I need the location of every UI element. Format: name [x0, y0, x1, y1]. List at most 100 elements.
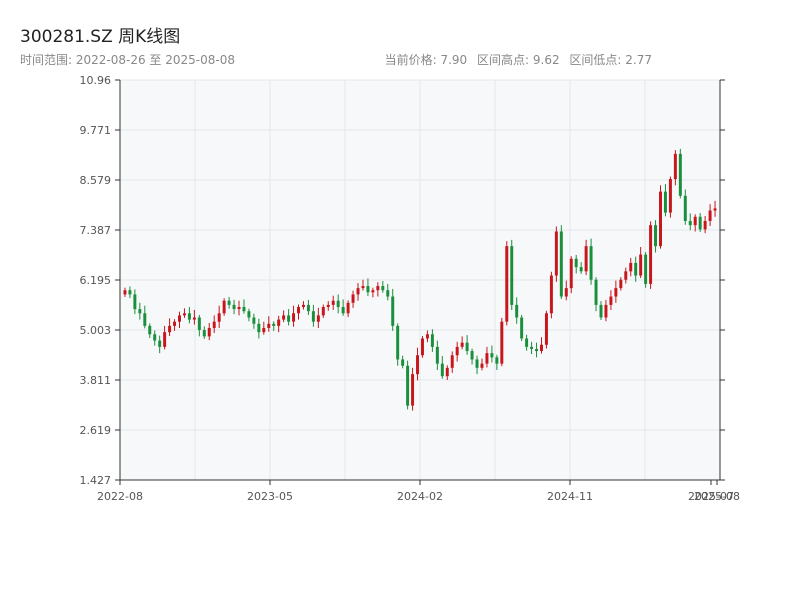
y-tick-label: 2.619 [80, 424, 112, 437]
candle-body-up [168, 325, 172, 333]
candle-body-up [693, 216, 697, 226]
candle-body-down [678, 153, 682, 196]
candle-body-up [282, 315, 286, 320]
candle-body-up [346, 302, 350, 314]
y-tick-label: 5.003 [80, 324, 112, 337]
x-tick-label: 2025-07 [688, 490, 734, 503]
candle-body-up [297, 307, 300, 314]
candle-body-up [505, 246, 509, 322]
y-tick-label: 3.811 [80, 374, 112, 387]
candle-body-down [153, 334, 157, 341]
candle-body-up [316, 315, 320, 322]
candle-body-down [440, 363, 444, 377]
candle-body-down [644, 254, 648, 284]
candle-body-up [182, 313, 186, 316]
candle-body-up [619, 279, 623, 289]
candle-body-down [158, 340, 162, 347]
candle-body-down [465, 342, 469, 352]
candle-body-up [708, 210, 712, 221]
candle-body-up [321, 307, 325, 316]
candle-body-down [589, 246, 593, 280]
range-high: 区间高点: 9.62 [477, 53, 560, 67]
candle-body-down [391, 296, 395, 326]
candle-body-up [455, 346, 459, 356]
candle-body-up [301, 304, 305, 308]
candle-body-down [559, 231, 563, 297]
candle-body-down [406, 365, 410, 406]
candle-body-up [292, 313, 296, 322]
candle-body-down [574, 258, 578, 268]
candle-body-up [649, 225, 653, 284]
range-low: 区间低点: 2.77 [569, 53, 652, 67]
candle-body-down [683, 195, 687, 221]
candle-body-up [500, 321, 504, 364]
candle-body-up [411, 374, 415, 406]
candle-body-down [306, 304, 310, 312]
candle-body-down [386, 290, 390, 297]
x-tick-label: 2022-08 [97, 490, 143, 503]
candle-body-up [460, 342, 464, 347]
candle-body-up [326, 304, 330, 308]
candle-body-down [311, 311, 315, 322]
time-range-label: 时间范围: 2022-08-26 至 2025-08-08 [20, 53, 235, 67]
candle-body-down [530, 346, 534, 349]
candle-body-down [435, 346, 439, 364]
candle-body-up [540, 344, 543, 352]
y-tick-label: 8.579 [80, 174, 112, 187]
candles [123, 148, 717, 411]
candle-body-down [663, 191, 667, 213]
candle-body-up [331, 300, 335, 305]
candle-body-down [401, 359, 405, 366]
candle-body-down [138, 309, 142, 314]
candle-body-up [361, 286, 365, 289]
y-tick-label: 9.771 [80, 124, 112, 137]
candle-body-up [609, 296, 613, 305]
candle-body-up [376, 286, 380, 291]
candle-body-down [287, 315, 291, 322]
candle-body-up [420, 338, 424, 356]
candle-body-down [520, 317, 524, 339]
candle-body-up [192, 317, 196, 320]
chart-title: 300281.SZ 周K线图 [20, 27, 181, 47]
y-tick-label: 1.427 [80, 474, 112, 487]
candle-body-up [163, 332, 167, 347]
candle-body-down [654, 225, 658, 247]
candle-body-down [430, 334, 434, 347]
current-price: 当前价格: 7.90 [384, 53, 468, 67]
axes: 1.427 2.619 3.811 5.003 6.195 7.387 8.579 9.771… [80, 74, 740, 503]
y-tick-label: 7.387 [80, 224, 112, 237]
candle-body-up [639, 254, 643, 276]
candle-body-up [178, 315, 181, 322]
candle-body-up [668, 179, 672, 213]
candle-body-up [659, 191, 662, 247]
candle-body-up [173, 321, 177, 326]
candle-body-up [371, 290, 375, 293]
candle-body-up [207, 327, 211, 337]
candle-body-down [133, 294, 137, 310]
candle-body-up [564, 288, 568, 297]
candle-body-down [599, 304, 603, 318]
candle-body-up [445, 367, 449, 377]
candle-body-up [222, 300, 226, 314]
candle-body-down [579, 267, 583, 272]
candle-body-down [197, 317, 201, 331]
x-tick-label: 2024-02 [397, 490, 443, 503]
candle-body-up [569, 258, 573, 289]
candle-body-up [629, 262, 633, 272]
candle-body-down [594, 279, 598, 305]
x-tick-label: 2024-11 [547, 490, 593, 503]
candle-body-down [688, 220, 692, 226]
candle-body-up [262, 327, 266, 333]
candle-body-down [202, 330, 206, 337]
candle-body-down [510, 246, 514, 305]
candle-body-down [396, 325, 400, 360]
candle-body-up [549, 275, 553, 314]
candle-body-up [703, 220, 707, 230]
candle-body-up [277, 319, 281, 326]
candle-body-up [212, 321, 216, 328]
candle-body-down [470, 351, 474, 360]
candle-body-down [128, 290, 132, 295]
candle-body-up [584, 246, 588, 272]
